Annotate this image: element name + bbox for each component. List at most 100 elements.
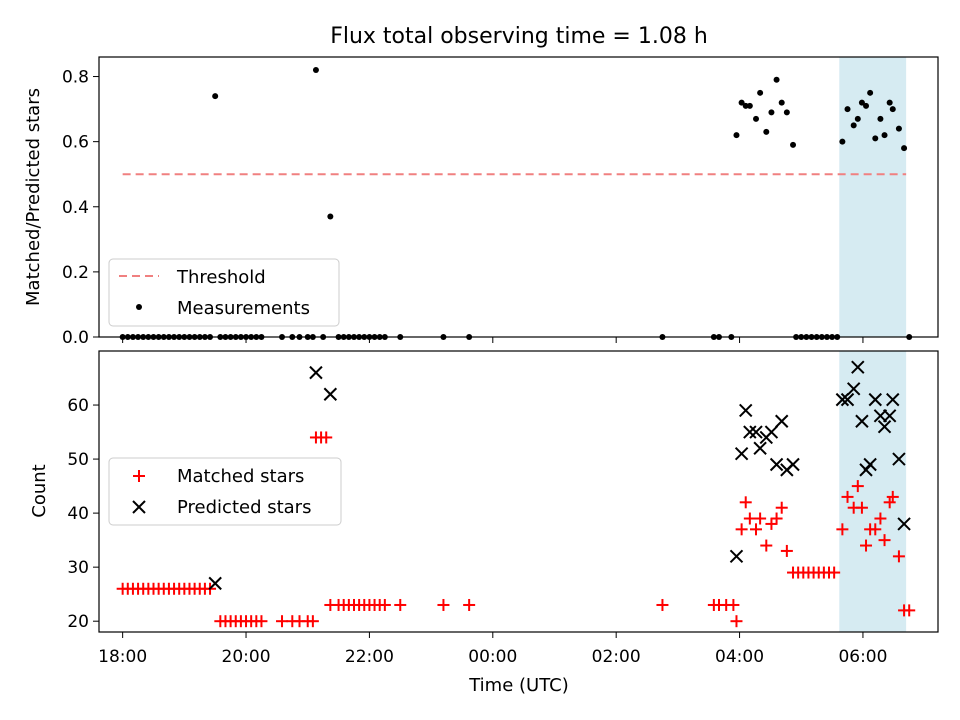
time-x-tick-label: 02:00 xyxy=(592,647,641,667)
predicted-star-marker xyxy=(734,446,749,461)
measurement-point xyxy=(858,99,865,106)
predicted-star-marker xyxy=(892,452,906,466)
time-x-tick-label: 00:00 xyxy=(468,647,517,667)
matched-star-marker xyxy=(892,550,905,563)
predicted-star-marker xyxy=(868,392,882,407)
matched-star-marker xyxy=(765,517,778,530)
matched-star-marker xyxy=(320,431,333,444)
matched-star-marker xyxy=(851,480,864,493)
measurement-point xyxy=(839,138,846,145)
matched-star-marker xyxy=(841,490,854,503)
measurement-point xyxy=(312,67,319,74)
ratio-x-ticks xyxy=(122,337,864,343)
matched-star-marker xyxy=(437,598,450,611)
ratio-legend-box xyxy=(108,258,340,327)
time-x-tick-label: 22:00 xyxy=(345,647,394,667)
ratio-y-tick-label: 0.6 xyxy=(62,133,89,153)
matched-star-marker xyxy=(656,598,669,611)
matched-star-marker xyxy=(754,512,767,525)
ratio-y-axis: 0.0 0.2 0.4 0.6 0.8 xyxy=(62,68,99,348)
count-panel: 20 30 40 50 60 18:00 20:00 22:00 00:00 02:00 04:0… xyxy=(29,350,939,696)
measurement-point xyxy=(863,102,870,109)
measurement-point xyxy=(886,99,893,106)
predicted-star-marker xyxy=(846,382,861,396)
matched-star-marker xyxy=(730,615,743,628)
ratio-plot-frame xyxy=(98,56,939,338)
predicted-star-marker xyxy=(851,360,865,374)
predicted-star-marker xyxy=(753,441,767,455)
predicted-star-marker xyxy=(323,387,338,401)
count-plot-frame xyxy=(98,350,939,633)
measurement-point xyxy=(783,109,790,116)
measurement-point xyxy=(901,145,908,152)
time-x-tick-label: 20:00 xyxy=(222,647,271,667)
legend-matched-label: Matched stars xyxy=(177,466,304,487)
matched-star-marker xyxy=(306,615,319,628)
legend-measurements-swatch xyxy=(136,304,142,310)
matched-star-marker xyxy=(878,534,891,547)
measurement-point xyxy=(877,115,884,122)
predicted-star-marker xyxy=(882,409,897,423)
measurement-point xyxy=(738,99,745,106)
measurement-point xyxy=(889,106,896,113)
matched-star-marker xyxy=(750,523,763,536)
matched-star-marker xyxy=(780,544,793,557)
matched-star-marker xyxy=(886,490,899,503)
measurement-point xyxy=(746,102,753,109)
measurement-point xyxy=(212,93,219,100)
predicted-star-marker xyxy=(749,425,763,439)
time-x-tick-label: 06:00 xyxy=(838,647,887,667)
predicted-star-marker xyxy=(897,517,911,531)
ratio-y-tick-label: 0.8 xyxy=(62,68,89,88)
matched-star-marker xyxy=(727,598,740,611)
matched-star-marker xyxy=(743,512,756,525)
measurement-point xyxy=(763,128,770,135)
measurement-point xyxy=(867,89,874,96)
matched-star-marker xyxy=(735,523,748,536)
predicted-star-marker xyxy=(786,457,800,472)
matched-star-marker xyxy=(378,598,391,611)
ratio-highlight-span xyxy=(839,57,907,337)
count-y-axis: 20 30 40 50 60 xyxy=(67,396,99,632)
matched-stars-points xyxy=(116,431,916,628)
measurement-point xyxy=(757,89,764,96)
legend-matched-swatch xyxy=(133,470,145,482)
predicted-star-marker xyxy=(835,392,850,407)
matched-star-marker xyxy=(775,501,788,514)
count-y-tick-label: 40 xyxy=(67,504,89,524)
predicted-star-marker xyxy=(739,403,753,418)
predicted-star-marker xyxy=(743,425,757,439)
ratio-y-label: Matched/Predicted stars xyxy=(23,88,44,306)
count-y-tick-label: 60 xyxy=(67,396,89,416)
measurement-point xyxy=(881,132,888,139)
time-x-tick-label: 18:00 xyxy=(98,647,147,667)
count-y-label: Count xyxy=(29,464,50,517)
predicted-star-marker xyxy=(840,392,855,407)
measurement-point xyxy=(778,99,785,106)
matched-star-marker xyxy=(739,496,752,509)
measurement-point xyxy=(742,102,749,109)
matched-star-marker xyxy=(394,598,407,611)
legend-threshold-label: Threshold xyxy=(176,267,266,288)
ratio-panel: 0.00.20.40.60.8 Matched/Predicted stars … xyxy=(23,56,939,348)
matched-star-marker xyxy=(855,501,868,514)
legend-measurements-label: Measurements xyxy=(177,298,310,319)
matched-star-marker xyxy=(770,512,783,525)
predicted-star-marker xyxy=(863,457,877,472)
matched-star-marker xyxy=(860,539,873,552)
legend-predicted-swatch xyxy=(132,500,146,514)
chart-title: Flux total observing time = 1.08 h xyxy=(330,24,708,49)
predicted-stars-points xyxy=(208,360,911,591)
predicted-star-marker xyxy=(877,419,892,434)
matched-star-marker xyxy=(836,523,849,536)
time-x-tick-label: 04:00 xyxy=(715,647,764,667)
count-legend-box xyxy=(108,457,342,526)
predicted-star-marker xyxy=(775,414,789,428)
x-axis-label: Time (UTC) xyxy=(468,675,569,696)
matched-star-marker xyxy=(463,598,476,611)
measurement-point xyxy=(850,122,857,129)
predicted-star-marker xyxy=(764,425,779,439)
measurement-point xyxy=(753,115,760,122)
predicted-star-marker xyxy=(855,414,869,428)
